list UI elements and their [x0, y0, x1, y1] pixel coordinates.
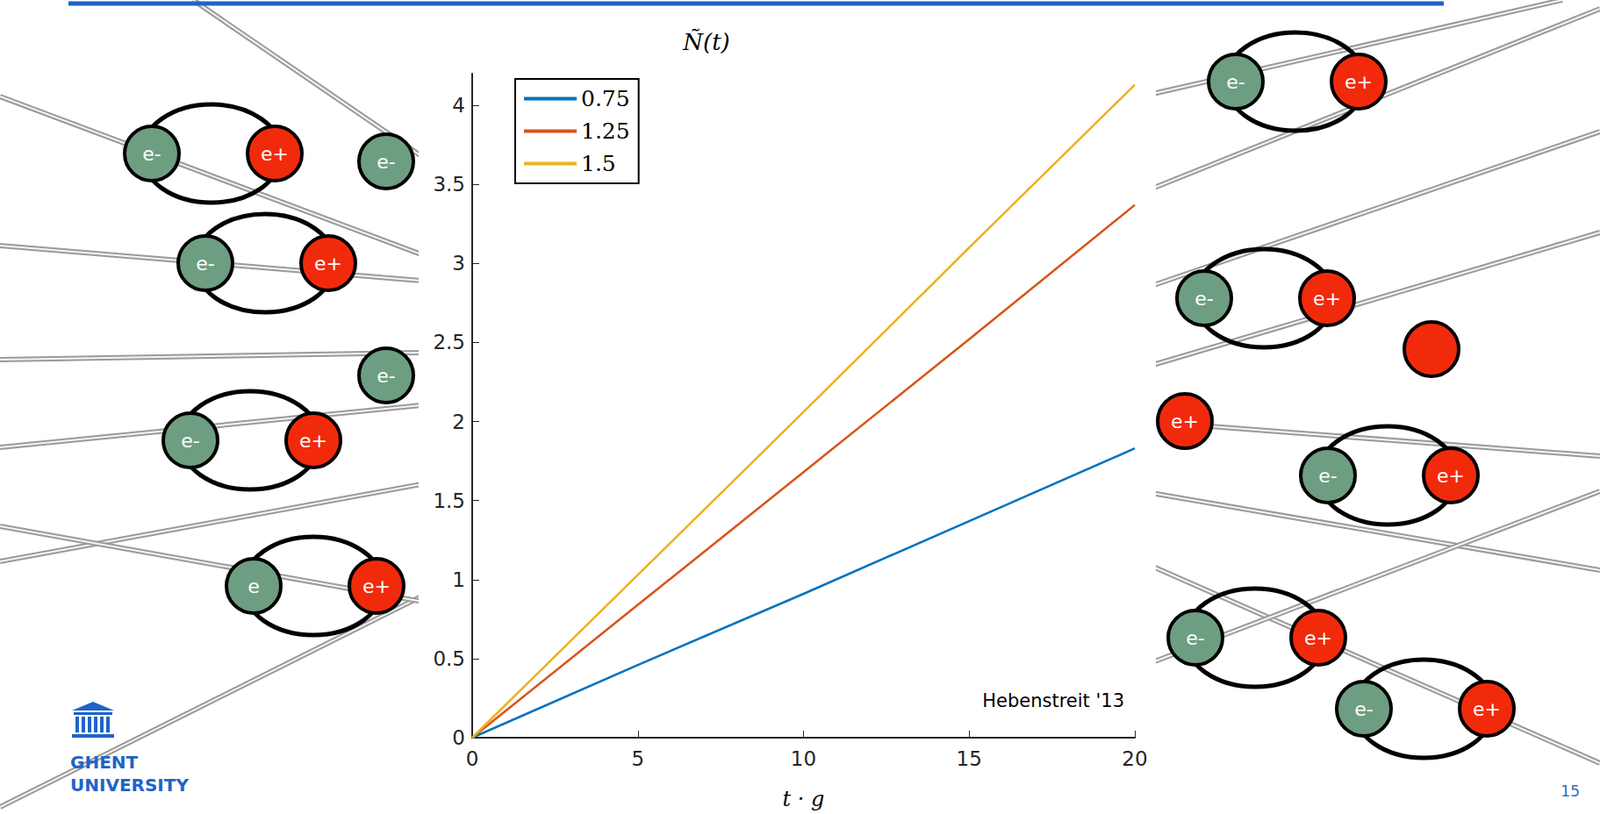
- svg-text:e-: e-: [376, 365, 395, 388]
- svg-text:5: 5: [631, 747, 645, 771]
- svg-text:e-: e-: [1185, 627, 1205, 650]
- svg-text:10: 10: [790, 747, 817, 771]
- svg-text:e: e: [247, 575, 260, 598]
- svg-text:2.5: 2.5: [432, 330, 466, 354]
- svg-text:15: 15: [1560, 782, 1580, 801]
- svg-text:0.75: 0.75: [581, 86, 631, 112]
- svg-text:e-: e-: [1318, 465, 1337, 488]
- svg-text:t · g: t · g: [782, 787, 826, 812]
- svg-text:e+: e+: [1436, 465, 1465, 488]
- svg-text:e+: e+: [260, 143, 289, 166]
- svg-text:1: 1: [452, 568, 466, 592]
- svg-text:e+: e+: [1472, 698, 1501, 721]
- svg-text:GHENT: GHENT: [70, 752, 139, 774]
- svg-text:Ñ(t): Ñ(t): [681, 28, 731, 56]
- svg-text:e+: e+: [362, 575, 391, 598]
- svg-text:1.5: 1.5: [581, 150, 617, 177]
- svg-text:e-: e-: [1194, 287, 1213, 310]
- svg-text:e-: e-: [195, 252, 215, 275]
- svg-text:0: 0: [466, 747, 480, 771]
- svg-text:4: 4: [452, 93, 466, 117]
- svg-text:UNIVERSITY: UNIVERSITY: [70, 774, 189, 797]
- svg-text:3.5: 3.5: [432, 172, 466, 196]
- svg-text:e-: e-: [1226, 71, 1245, 94]
- svg-text:2: 2: [452, 410, 466, 434]
- svg-text:e+: e+: [1170, 410, 1199, 433]
- svg-text:15: 15: [956, 747, 983, 771]
- svg-text:e-: e-: [1354, 698, 1373, 721]
- svg-text:e+: e+: [1304, 627, 1333, 650]
- svg-text:e-: e-: [180, 430, 200, 453]
- svg-text:1.25: 1.25: [581, 118, 631, 144]
- svg-text:3: 3: [452, 251, 466, 275]
- svg-text:0: 0: [452, 726, 466, 750]
- svg-text:e+: e+: [1313, 287, 1342, 310]
- svg-text:Hebenstreit '13: Hebenstreit '13: [982, 690, 1125, 712]
- svg-text:20: 20: [1121, 747, 1148, 771]
- svg-text:e+: e+: [314, 252, 343, 275]
- svg-text:e+: e+: [1344, 71, 1373, 94]
- svg-text:1.5: 1.5: [432, 489, 466, 513]
- svg-text:0.5: 0.5: [432, 647, 466, 671]
- svg-text:e+: e+: [299, 430, 328, 453]
- svg-text:e-: e-: [142, 143, 161, 166]
- svg-text:e-: e-: [376, 150, 395, 173]
